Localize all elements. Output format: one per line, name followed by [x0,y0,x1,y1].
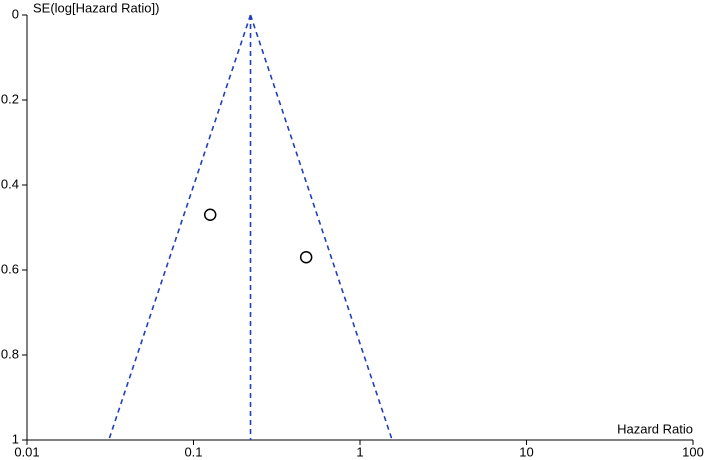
funnel-line [249,14,393,441]
funnel-line [108,14,252,441]
x-tick-label: 0.1 [184,444,202,459]
x-axis-title: Hazard Ratio [617,421,693,436]
study-point [299,251,313,264]
y-tick-label: 0.8 [1,346,19,361]
x-tick-label: 10 [519,444,533,459]
y-tick-label: 0.2 [1,91,19,106]
y-axis-title: SE(log[Hazard Ratio]) [33,0,159,15]
x-tick-label: 1 [356,444,363,459]
y-tick-label: 1 [12,431,19,446]
y-tick-label: 0.4 [1,176,19,191]
x-tick-label: 0.01 [14,444,39,459]
y-tick-label: 0 [12,6,19,21]
study-point [203,208,217,221]
y-tick-label: 0.6 [1,261,19,276]
x-tick-label: 100 [682,444,704,459]
